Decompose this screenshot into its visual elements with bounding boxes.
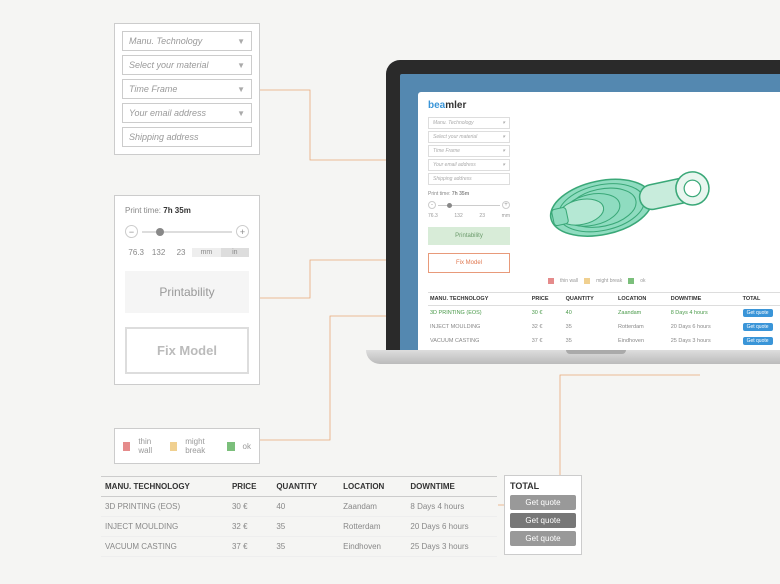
table-row[interactable]: VACUUM CASTING37 €35Eindhoven25 Days 3 h… [428,334,780,348]
app-slider: -+ [428,201,510,209]
app-fix-model-button[interactable]: Fix Model [428,253,510,273]
laptop-screen: beamler × Manu. Technology▾ Select your … [400,74,780,350]
app-sidebar: Manu. Technology▾ Select your material▾ … [428,117,510,273]
swatch-might [584,278,590,284]
table-row: INJECT MOULDING32 €35Rotterdam20 Days 6 … [101,517,497,537]
col-price: PRICE [228,477,272,497]
chevron-down-icon: ▾ [502,120,505,126]
chevron-down-icon: ▼ [237,109,245,118]
quote-table-panel: MANU. TECHNOLOGY PRICE QUANTITY LOCATION… [101,476,497,557]
swatch-might [170,442,177,451]
get-quote-button[interactable]: Get quote [510,513,576,528]
get-quote-button[interactable]: Get quote [510,531,576,546]
col-loc: LOCATION [339,477,406,497]
get-quote-button[interactable]: Get quote [743,309,773,317]
unit-in[interactable]: in [221,248,249,257]
timeframe-dropdown[interactable]: Time Frame ▼ [122,79,252,99]
timeframe-label: Time Frame [129,84,177,94]
laptop-mockup: beamler × Manu. Technology▾ Select your … [386,60,780,390]
chevron-down-icon: ▾ [502,148,505,154]
app-quote-table-wrap: MANU. TECHNOLOGYPRICEQUANTITYLOCATIONDOW… [418,292,780,348]
shipping-input[interactable]: Shipping address [122,127,252,147]
printability-button[interactable]: Printability [125,271,249,313]
brand-logo: beamler [428,100,780,111]
material-dropdown[interactable]: Select your material ▼ [122,55,252,75]
dim-y: 132 [147,248,169,257]
app-timeframe-dropdown[interactable]: Time Frame▾ [428,145,510,157]
email-input[interactable]: Your email address ▼ [122,103,252,123]
slider-track[interactable] [438,205,500,206]
app-material-dropdown[interactable]: Select your material▾ [428,131,510,143]
chevron-down-icon: ▼ [237,37,245,46]
plus-button[interactable]: + [502,201,510,209]
fix-model-button[interactable]: Fix Model [125,327,249,374]
app-window: beamler × Manu. Technology▾ Select your … [418,92,780,350]
swatch-thin [123,442,130,451]
legend-ok: ok [243,442,251,451]
minus-button[interactable]: - [428,201,436,209]
app-shipping-input[interactable]: Shipping address [428,173,510,185]
app-print-time: Print time: 7h 35m [428,191,510,197]
laptop-bezel: beamler × Manu. Technology▾ Select your … [386,60,780,350]
dim-z: 23 [170,248,192,257]
unit-mm[interactable]: mm [192,248,220,257]
swatch-ok [227,442,234,451]
print-time-label: Print time: [125,206,161,215]
app-legend: thin wall might break ok [548,278,645,284]
shipping-placeholder: Shipping address [129,132,199,142]
legend-thin: thin wall [138,437,162,455]
col-qty: QUANTITY [272,477,339,497]
plus-button[interactable]: + [236,225,249,238]
material-label: Select your material [129,60,209,70]
email-placeholder: Your email address [129,108,206,118]
app-tech-dropdown[interactable]: Manu. Technology▾ [428,117,510,129]
get-quote-button[interactable]: Get quote [743,337,773,345]
col-tech: MANU. TECHNOLOGY [101,477,228,497]
tech-dropdown[interactable]: Manu. Technology ▼ [122,31,252,51]
col-down: DOWNTIME [406,477,497,497]
quote-table: MANU. TECHNOLOGY PRICE QUANTITY LOCATION… [101,476,497,557]
table-row[interactable]: INJECT MOULDING32 €35Rotterdam20 Days 6 … [428,320,780,334]
part-icon [528,122,776,272]
app-printability-button[interactable]: Printability [428,227,510,245]
swatch-ok [628,278,634,284]
print-time-value: 7h 35m [163,206,191,215]
app-quote-table: MANU. TECHNOLOGYPRICEQUANTITYLOCATIONDOW… [428,292,780,348]
app-email-input[interactable]: Your email address▾ [428,159,510,171]
dim-x: 76.3 [125,248,147,257]
slider-thumb[interactable] [156,228,164,236]
scale-slider: − + [125,225,249,238]
print-panel: Print time: 7h 35m − + 76.3 132 23 mm in… [114,195,260,385]
laptop-base [366,350,780,364]
legend-panel: thin wall might break ok [114,428,260,464]
table-row[interactable]: 3D PRINTING (EOS)30 €40Zaandam8 Days 4 h… [428,306,780,321]
chevron-down-icon: ▾ [502,162,505,168]
get-quote-button[interactable]: Get quote [743,323,773,331]
print-time: Print time: 7h 35m [125,206,249,215]
get-quote-button[interactable]: Get quote [510,495,576,510]
model-viewer[interactable] [528,122,776,272]
app-dimensions: 76.313223mm [428,213,510,219]
total-panel: TOTAL Get quote Get quote Get quote [504,475,582,555]
legend-might: might break [185,437,219,455]
total-title: TOTAL [510,481,576,491]
chevron-down-icon: ▼ [237,61,245,70]
swatch-thin [548,278,554,284]
chevron-down-icon: ▾ [502,134,505,140]
chevron-down-icon: ▼ [237,85,245,94]
slider-track[interactable] [142,231,232,233]
table-row: VACUUM CASTING37 €35Eindhoven25 Days 3 h… [101,537,497,557]
dimensions: 76.3 132 23 mm in [125,248,249,257]
tech-label: Manu. Technology [129,36,202,46]
minus-button[interactable]: − [125,225,138,238]
table-row: 3D PRINTING (EOS)30 €40Zaandam8 Days 4 h… [101,497,497,517]
form-panel: Manu. Technology▼ Select your material▼ … [114,23,260,155]
